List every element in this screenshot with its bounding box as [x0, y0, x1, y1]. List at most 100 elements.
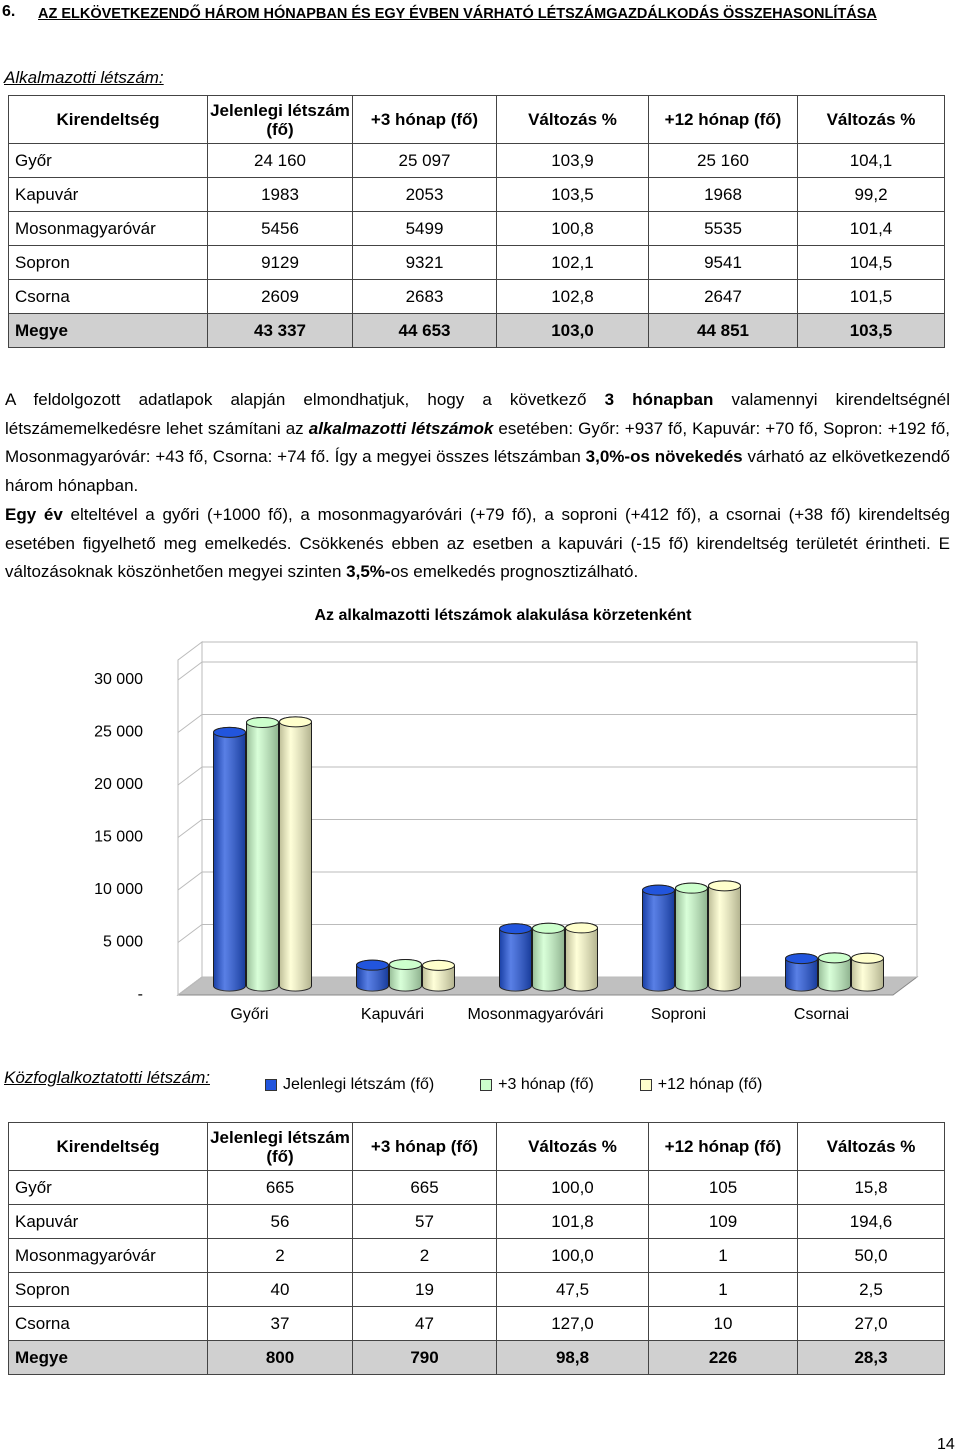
y-tick-label: 20 000 [94, 776, 143, 793]
table-cell: Jelenlegi létszám (fő) [207, 95, 353, 144]
table-cell: Győr [8, 1170, 208, 1205]
table-cell: 194,6 [797, 1204, 945, 1239]
legend-item: +3 hónap (fő) [480, 1076, 594, 1094]
table-row: Győr 24 160 25 097 103,9 25 160 104,1 [8, 143, 945, 178]
x-tick-label: Csornai [794, 1006, 849, 1023]
bar-shade [499, 928, 532, 991]
bar-cap [785, 953, 818, 965]
bar-shade [356, 965, 389, 991]
table-cell: 5499 [352, 211, 497, 246]
bar-shade [785, 958, 818, 991]
table-cell: Kapuvár [8, 1204, 208, 1239]
grid-line [177, 766, 917, 786]
table-cell: 1968 [648, 177, 798, 212]
table-cell: Változás % [797, 95, 945, 144]
table-cell: 50,0 [797, 1238, 945, 1273]
table-cell: 10 [648, 1306, 798, 1341]
table-row: Kirendeltség Jelenlegi létszám (fő) +3 hón… [8, 1122, 945, 1171]
table-cell: 665 [352, 1170, 497, 1205]
table-cell: +12 hónap (fő) [648, 95, 798, 144]
chart-title: Az alkalmazotti létszámok alakulása körz… [314, 607, 692, 624]
table-cell: 25 160 [648, 143, 798, 178]
text: esetében: Győr: +937 fő, Kapuvár: +70 fő… [5, 418, 950, 467]
table-cell: 1 [648, 1272, 798, 1307]
bar-cap [246, 716, 279, 728]
table-cell: 5456 [207, 211, 353, 246]
text: 3,0%-os növekedés [585, 447, 743, 467]
table-row: Mosonmagyaróvár 2 2 100,0 1 50,0 [8, 1238, 945, 1273]
table-cell: Megye [8, 313, 208, 348]
table-cell: 105 [648, 1170, 798, 1205]
table-cell: 9321 [352, 245, 497, 280]
table-cell: Mosonmagyaróvár [8, 211, 208, 246]
table-cell: 99,2 [797, 177, 945, 212]
y-tick-label: 5 000 [103, 934, 143, 951]
bar-shade [532, 928, 565, 991]
table-cell: Csorna [8, 279, 208, 314]
table-cell: 9129 [207, 245, 353, 280]
bar-shade [213, 732, 246, 991]
table-cell: 47,5 [496, 1272, 649, 1307]
y-tick-label: 15 000 [94, 829, 143, 846]
y-tick-label: - [138, 986, 143, 1003]
table-cell: Mosonmagyaróvár [8, 1238, 208, 1273]
table-row: Csorna 2609 2683 102,8 2647 101,5 [8, 279, 945, 314]
legend-item: +12 hónap (fő) [639, 1076, 763, 1094]
y-tick-label: 25 000 [94, 724, 143, 741]
legend-swatch [480, 1079, 493, 1091]
table-cell: 2683 [352, 279, 497, 314]
table: Kirendeltség Jelenlegi létszám (fő) +3 hón… [8, 95, 945, 348]
x-tick-label: Mosonmagyaróvári [467, 1006, 603, 1023]
table-row: Győr 665 665 100,0 105 15,8 [8, 1170, 945, 1205]
table-cell: 100,0 [496, 1170, 649, 1205]
table-cell: 44 653 [352, 313, 497, 348]
table-cell: Kapuvár [8, 177, 208, 212]
bar-shade [851, 958, 884, 991]
text: A feldolgozott adatlapok alapján elmondh… [5, 390, 605, 409]
table-cell: 57 [352, 1204, 497, 1239]
chart: Az alkalmazotti létszámok alakulása körz… [94, 607, 919, 1023]
table-cell: 109 [648, 1204, 798, 1239]
grid-line [177, 714, 917, 733]
table-cell: 226 [648, 1340, 798, 1375]
bar-cap [565, 922, 598, 934]
table-cell: Kirendeltség [8, 95, 208, 144]
table-row: Megye 43 337 44 653 103,0 44 851 103,5 [8, 313, 945, 348]
table-cell: 2 [207, 1238, 353, 1273]
bar-shade [642, 890, 675, 991]
table-cell: +3 hónap (fő) [352, 1122, 497, 1171]
legend: Jelenlegi létszám (fő) +3 hónap (fő) +12 h… [265, 1076, 808, 1094]
paragraph: A feldolgozott adatlapok alapján elmondh… [5, 386, 950, 587]
legend-label: +12 hónap (fő) [657, 1076, 763, 1093]
table-cell: Győr [8, 143, 208, 178]
legend-swatch [639, 1079, 652, 1091]
bar-cap [422, 959, 455, 971]
table-cell: 2053 [352, 177, 497, 212]
table-cell: 101,4 [797, 211, 945, 246]
legend-label: Jelenlegi létszám (fő) [283, 1076, 435, 1093]
legend-item: Jelenlegi létszám (fő) [265, 1076, 434, 1094]
table-cell: 44 851 [648, 313, 798, 348]
table-cell: 127,0 [496, 1306, 649, 1341]
bar-cap [675, 882, 708, 894]
table-cell: Változás % [496, 95, 649, 144]
section-label: Közfoglalkoztatotti létszám: [4, 1068, 210, 1087]
x-tick-label: Soproni [651, 1006, 706, 1023]
table-cell: 5535 [648, 211, 798, 246]
table-cell: 100,8 [496, 211, 649, 246]
table-cell: Változás % [797, 1122, 945, 1171]
bar-shade [422, 965, 455, 991]
table: Kirendeltség Jelenlegi létszám (fő) +3 hón… [8, 1122, 945, 1375]
table-cell: 9541 [648, 245, 798, 280]
bar-shade [565, 927, 598, 991]
x-tick-label: Kapuvári [361, 1006, 424, 1023]
table-row: Kapuvár 1983 2053 103,5 1968 99,2 [8, 177, 945, 212]
table-cell: Sopron [8, 1272, 208, 1307]
table-cell: 103,9 [496, 143, 649, 178]
text: valamennyi kirendeltségnél létszámemelke… [5, 390, 950, 438]
table-cell: 102,8 [496, 279, 649, 314]
text: 3,5%- [346, 562, 391, 582]
table-cell: 24 160 [207, 143, 353, 178]
legend-label: +3 hónap (fő) [498, 1076, 594, 1093]
